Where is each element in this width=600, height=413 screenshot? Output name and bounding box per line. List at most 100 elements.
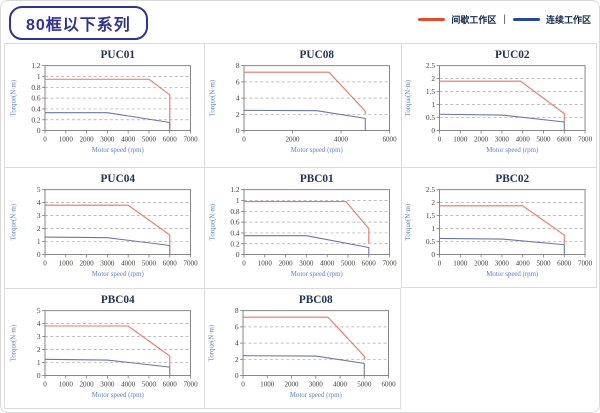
chart-cell-pbc01: PBC01 0 0.2 0.4 0.6 0.8 1 1.2 0 1000 2000 3000 4000 5… — [204, 167, 401, 288]
svg-text:4: 4 — [37, 198, 41, 207]
chart-pbc08: PBC08 0 2 4 6 8 0 1000 2000 3000 4000 5000 6000 Motor… — [209, 294, 397, 399]
svg-text:7000: 7000 — [183, 135, 198, 143]
x-axis-label: Motor speed (rpm) — [290, 147, 342, 154]
svg-text:4000: 4000 — [333, 380, 348, 388]
chart-pbc02: PBC02 0 0.5 1 1.5 2 2.5 0 1000 2000 3000 4000 5000 60… — [405, 173, 593, 278]
series-continuous — [243, 235, 369, 255]
chart-cell-puc08: PUC08 0 2 4 6 8 0 2000 4000 6000 Motor speed (rpm)… — [204, 43, 401, 167]
series-intermittent — [243, 201, 369, 244]
svg-text:0.5: 0.5 — [426, 113, 436, 122]
svg-text:5000: 5000 — [340, 259, 355, 267]
y-axis-label: Torque(N·m) — [11, 204, 18, 241]
series-intermittent — [45, 78, 171, 128]
chart-puc08: PUC08 0 2 4 6 8 0 2000 4000 6000 Motor speed (rpm)… — [209, 49, 397, 154]
y-axis-label: Torque(N·m) — [405, 80, 412, 117]
svg-text:1.5: 1.5 — [426, 211, 436, 220]
svg-text:5: 5 — [37, 185, 41, 194]
svg-text:6000: 6000 — [557, 259, 572, 267]
chart-title: PUC04 — [101, 173, 136, 185]
svg-text:6: 6 — [235, 322, 239, 331]
svg-text:2000: 2000 — [80, 380, 95, 388]
svg-text:2.5: 2.5 — [426, 61, 436, 70]
series-intermittent — [439, 80, 565, 122]
svg-text:2000: 2000 — [284, 380, 299, 388]
series-continuous — [45, 236, 171, 255]
svg-text:7000: 7000 — [183, 380, 198, 388]
chart-title: PBC08 — [299, 294, 333, 306]
svg-text:8: 8 — [235, 61, 239, 70]
svg-text:1000: 1000 — [59, 259, 74, 267]
y-axis-label: Torque(N·m) — [11, 325, 18, 362]
svg-text:0: 0 — [431, 250, 435, 259]
chart-cell-puc01: PUC01 0 0.2 0.4 0.6 0.8 1 1.2 0 1000 2000 3000 4000 5… — [4, 43, 204, 167]
svg-text:7000: 7000 — [183, 259, 198, 267]
series-intermittent — [243, 71, 366, 115]
svg-text:6: 6 — [235, 77, 239, 86]
svg-text:2000: 2000 — [278, 259, 293, 267]
svg-text:4: 4 — [235, 339, 239, 348]
svg-text:0: 0 — [431, 126, 435, 135]
svg-text:4000: 4000 — [320, 259, 335, 267]
y-axis-label: Torque(N·m) — [209, 80, 216, 117]
y-axis-label: Torque(N·m) — [209, 204, 216, 241]
svg-text:0: 0 — [235, 371, 239, 380]
svg-text:6000: 6000 — [557, 135, 572, 143]
svg-text:5000: 5000 — [536, 135, 551, 143]
chart-cell-pbc02: PBC02 0 0.5 1 1.5 2 2.5 0 1000 2000 3000 4000 5000 60… — [401, 167, 597, 288]
y-axis-label: Torque(N·m) — [209, 325, 216, 362]
svg-text:3000: 3000 — [299, 259, 314, 267]
svg-text:2000: 2000 — [474, 259, 489, 267]
legend-separator: | — [503, 14, 506, 25]
x-axis-label: Motor speed (rpm) — [92, 147, 144, 154]
chart-pbc01: PBC01 0 0.2 0.40.6 0.8 1 1.2 0 1000 2000 3000 4000 5… — [209, 173, 397, 278]
axes: 0 0.5 1 1.5 2 2.5 0 1000 2000 3000 4000 5000 6000 700… — [426, 185, 593, 267]
svg-text:5000: 5000 — [142, 135, 157, 143]
blue-line-swatch-icon — [512, 18, 540, 21]
svg-text:6000: 6000 — [382, 135, 397, 143]
svg-text:2000: 2000 — [80, 135, 95, 143]
axes: 0 1 2 3 4 5 0 1000 2000 3000 4000 5000 6000 7000 — [37, 306, 198, 388]
axes: 0 2 4 6 8 0 1000 2000 3000 4000 5000 6000 — [235, 306, 396, 388]
svg-text:4: 4 — [235, 94, 239, 103]
svg-text:1000: 1000 — [257, 259, 272, 267]
chart-pbc04: PBC04 0 1 2 3 4 5 0 1000 2000 3000 4000 5000 6000 7000… — [11, 294, 199, 399]
svg-text:0: 0 — [235, 250, 239, 259]
svg-text:4000: 4000 — [516, 259, 531, 267]
svg-text:0.5: 0.5 — [426, 237, 436, 246]
x-axis-label: Motor speed (rpm) — [290, 392, 342, 399]
svg-text:1: 1 — [235, 196, 239, 205]
svg-text:3000: 3000 — [100, 135, 115, 143]
svg-text:0.2: 0.2 — [230, 239, 240, 248]
svg-text:1000: 1000 — [453, 135, 468, 143]
svg-text:0: 0 — [242, 135, 246, 143]
svg-text:5: 5 — [37, 306, 41, 315]
svg-text:0.4: 0.4 — [31, 104, 41, 113]
svg-text:0: 0 — [242, 259, 246, 267]
svg-text:2000: 2000 — [80, 259, 95, 267]
series-intermittent — [45, 325, 171, 368]
chart-puc02: PUC02 0 0.5 1 1.5 2 2.5 0 1000 2000 3000 4000 5000 60… — [405, 49, 593, 154]
svg-text:6000: 6000 — [163, 135, 178, 143]
svg-text:0: 0 — [37, 371, 41, 380]
legend-label-continuous: 连续工作区 — [545, 15, 591, 25]
svg-text:1.5: 1.5 — [426, 87, 436, 96]
svg-text:7000: 7000 — [578, 135, 593, 143]
svg-text:1000: 1000 — [59, 380, 74, 388]
svg-text:1000: 1000 — [59, 135, 74, 143]
chart-title: PBC01 — [299, 173, 333, 185]
chart-cell-puc04: PUC04 0 1 2 3 4 5 0 1000 2000 3000 4000 5000 6000 7000… — [4, 167, 204, 288]
series-intermittent — [45, 204, 171, 246]
svg-text:0: 0 — [37, 126, 41, 135]
svg-text:2: 2 — [37, 224, 41, 233]
svg-text:3: 3 — [37, 211, 41, 220]
svg-text:0.6: 0.6 — [31, 94, 41, 103]
legend: 间歇工作区 | 连续工作区 — [418, 13, 591, 26]
svg-text:0: 0 — [241, 380, 245, 388]
svg-text:4000: 4000 — [516, 135, 531, 143]
x-axis-label: Motor speed (rpm) — [290, 271, 342, 278]
svg-text:3: 3 — [37, 332, 41, 341]
svg-text:0: 0 — [37, 250, 41, 259]
legend-item-intermittent: 间歇工作区 — [418, 13, 496, 26]
series-continuous — [243, 109, 366, 131]
